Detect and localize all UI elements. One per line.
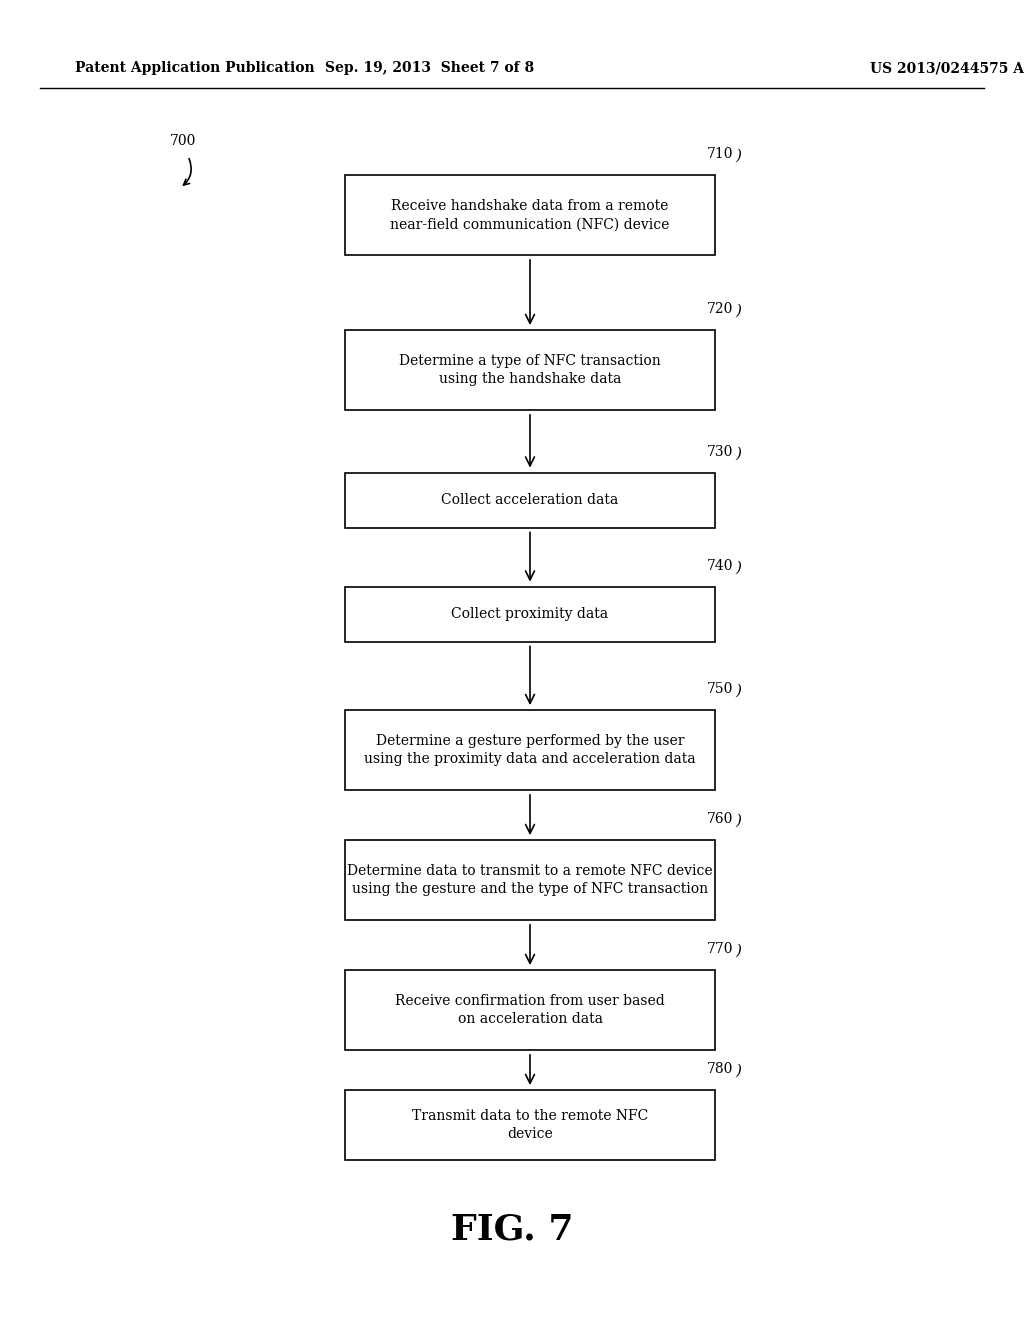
Text: ): ) [735, 304, 741, 318]
Text: 700: 700 [170, 135, 197, 148]
Text: ): ) [735, 561, 741, 574]
Text: ): ) [735, 149, 741, 162]
Bar [345, 1090, 715, 1160]
Text: 770: 770 [707, 942, 733, 956]
Bar [345, 473, 715, 528]
Text: ): ) [735, 684, 741, 698]
Text: Receive confirmation from user based
on acceleration data: Receive confirmation from user based on … [395, 994, 665, 1026]
Bar [345, 330, 715, 411]
Text: 730: 730 [707, 445, 733, 458]
Text: Receive handshake data from a remote
near-field communication (NFC) device: Receive handshake data from a remote nea… [390, 199, 670, 231]
Bar [345, 840, 715, 920]
Text: Transmit data to the remote NFC
device: Transmit data to the remote NFC device [412, 1109, 648, 1142]
Bar [345, 970, 715, 1049]
Text: Patent Application Publication: Patent Application Publication [75, 61, 314, 75]
Text: Collect acceleration data: Collect acceleration data [441, 492, 618, 507]
Text: Determine a type of NFC transaction
using the handshake data: Determine a type of NFC transaction usin… [399, 354, 660, 387]
Text: 760: 760 [707, 812, 733, 826]
Text: 710: 710 [707, 147, 733, 161]
Text: ): ) [735, 944, 741, 958]
Text: Determine data to transmit to a remote NFC device
using the gesture and the type: Determine data to transmit to a remote N… [347, 863, 713, 896]
Text: 750: 750 [707, 682, 733, 696]
Text: 780: 780 [707, 1063, 733, 1076]
Bar [345, 710, 715, 789]
Text: US 2013/0244575 A1: US 2013/0244575 A1 [870, 61, 1024, 75]
Text: ): ) [735, 1064, 741, 1078]
Text: Sep. 19, 2013  Sheet 7 of 8: Sep. 19, 2013 Sheet 7 of 8 [326, 61, 535, 75]
Text: ): ) [735, 814, 741, 828]
Text: ): ) [735, 446, 741, 461]
Bar [345, 586, 715, 642]
Bar [345, 176, 715, 255]
Text: Determine a gesture performed by the user
using the proximity data and accelerat: Determine a gesture performed by the use… [365, 734, 696, 766]
Text: 740: 740 [707, 558, 733, 573]
Text: Collect proximity data: Collect proximity data [452, 607, 608, 620]
Text: FIG. 7: FIG. 7 [451, 1213, 573, 1247]
Text: 720: 720 [707, 302, 733, 315]
